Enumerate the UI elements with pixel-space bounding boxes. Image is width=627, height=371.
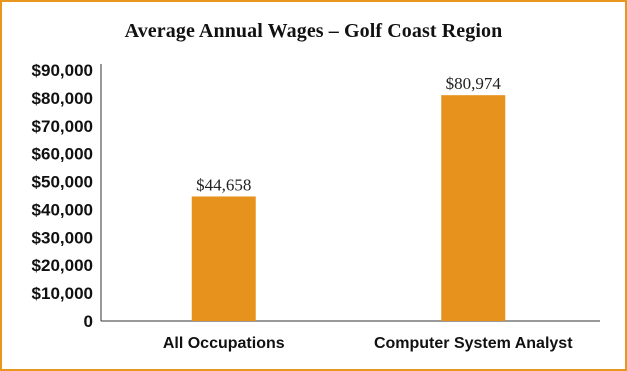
y-tick-label: $60,000 (32, 145, 93, 164)
y-tick-label: $70,000 (32, 117, 93, 136)
x-category-label: All Occupations (163, 335, 285, 352)
y-tick-label: $10,000 (32, 284, 93, 303)
bar (441, 95, 506, 321)
bar-value-label: $44,658 (196, 175, 251, 194)
y-tick-label: $20,000 (32, 256, 93, 275)
y-tick-label: $50,000 (32, 173, 93, 192)
bar (191, 196, 256, 321)
y-tick-label: $80,000 (32, 89, 93, 108)
chart-title: Average Annual Wages – Golf Coast Region (124, 20, 503, 42)
y-tick-label: 0 (84, 312, 93, 331)
y-tick-label: $30,000 (32, 228, 93, 247)
bar-value-label: $80,974 (446, 74, 502, 93)
y-tick-label: $90,000 (32, 61, 93, 80)
y-tick-label: $40,000 (32, 200, 93, 219)
x-category-label: Computer System Analyst (374, 335, 573, 352)
